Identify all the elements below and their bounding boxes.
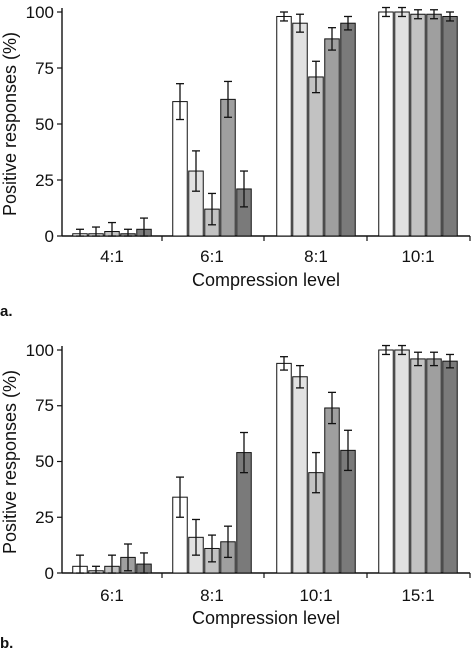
bar (308, 76, 324, 237)
y-axis-title: Positive responses (%) (0, 370, 20, 554)
bar (324, 407, 340, 574)
y-tick-label: 75 (35, 59, 54, 78)
y-tick-label: 50 (35, 115, 54, 134)
y-tick-label: 0 (45, 564, 54, 583)
y-tick-label: 75 (35, 396, 54, 415)
bar (220, 98, 236, 237)
x-tick-label: 6:1 (100, 586, 124, 605)
bar (276, 15, 292, 237)
bar (378, 11, 394, 237)
y-tick-label: 0 (45, 227, 54, 246)
x-axis-title: Compression level (192, 608, 340, 628)
x-tick-label: 6:1 (200, 247, 224, 266)
bar (394, 349, 410, 574)
panel-label: a. (0, 303, 13, 320)
bar (172, 101, 188, 237)
bar (340, 22, 356, 237)
x-tick-label: 10:1 (401, 247, 434, 266)
bar (442, 360, 458, 574)
x-axis-title: Compression level (192, 270, 340, 290)
y-tick-label: 100 (26, 3, 54, 22)
x-tick-label: 15:1 (401, 586, 434, 605)
y-tick-label: 25 (35, 508, 54, 527)
x-tick-label: 8:1 (200, 586, 224, 605)
bar (292, 22, 308, 237)
bar (410, 13, 426, 237)
bar (394, 11, 410, 237)
x-tick-label: 10:1 (299, 586, 332, 605)
bar (410, 358, 426, 574)
x-tick-label: 4:1 (100, 247, 124, 266)
bar (292, 376, 308, 574)
y-tick-label: 100 (26, 341, 54, 360)
bar (426, 358, 442, 574)
bar (442, 15, 458, 237)
chart-panel-a: 0 25 50 75 100 4:1 6:1 8:1 10:1 Compress… (0, 3, 471, 320)
y-tick-label: 25 (35, 171, 54, 190)
chart-panel-b: 0 25 50 75 100 6:1 8:1 10:1 15:1 Compres… (0, 341, 471, 650)
bar (324, 38, 340, 237)
y-axis-title: Positive responses (%) (0, 32, 20, 216)
y-tick-label: 50 (35, 452, 54, 471)
x-tick-label: 8:1 (304, 247, 328, 266)
bar (426, 13, 442, 237)
bar (378, 349, 394, 574)
panel-label: b. (0, 635, 13, 650)
bar (276, 362, 292, 574)
